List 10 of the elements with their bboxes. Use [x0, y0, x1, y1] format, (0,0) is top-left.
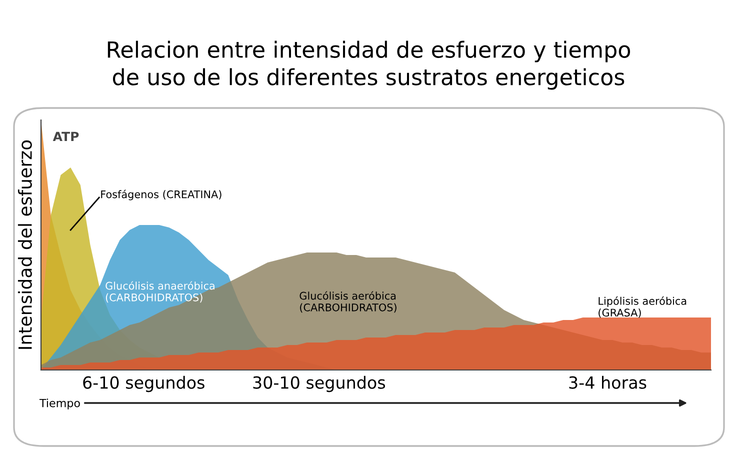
text: 3-4 horas: [569, 376, 646, 389]
chart-title: Relacion entre intensidad de esfuerzo y tiempo de uso de los diferentes sustratos energeticos: [108, 40, 630, 90]
series-label: ATP: [52, 132, 79, 141]
text: 30-10 segundos: [253, 376, 386, 392]
series-label: Lipólisis aeróbica (GRASA): [598, 296, 686, 318]
series-label: Glucólisis aeróbica (CARBOHIDRATOS): [300, 291, 396, 313]
x-axis-title: Tiempo: [39, 398, 80, 410]
y-axis-title: Intensidad del esfuerzo: [18, 140, 32, 349]
series-label: Fosfágenos (CREATINA): [101, 190, 222, 200]
text: 6-10 segundos: [83, 376, 204, 392]
